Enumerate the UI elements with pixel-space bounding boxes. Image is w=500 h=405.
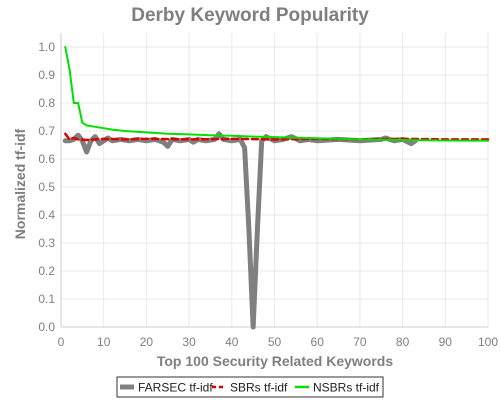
x-tick-label: 50 [268,335,282,349]
x-tick-label: 0 [58,335,65,349]
y-tick-label: 0.0 [38,320,55,334]
y-tick-label: 0.2 [38,264,55,278]
y-tick-label: 0.6 [38,152,55,166]
legend-label: NSBRs tf-idf [313,381,380,395]
legend-item-farsec: FARSEC tf-idf [120,381,213,395]
legend-label: FARSEC tf-idf [138,381,213,395]
y-tick-label: 0.5 [38,180,55,194]
grid [60,33,489,328]
farsec-series-line [62,131,418,330]
x-axis-label: Top 100 Security Related Keywords [157,353,393,369]
x-tick-label: 20 [140,335,154,349]
y-tick-label: 0.1 [38,292,55,306]
legend-item-sbrs: SBRs tf-idf [212,381,288,395]
legend-item-nsbrs: NSBRs tf-idf [295,381,380,395]
x-tick-label: 30 [182,335,196,349]
y-tick-label: 0.4 [38,208,55,222]
legend: FARSEC tf-idf SBRs tf-idf NSBRs tf-idf [116,376,384,398]
y-axis-label: Normalized tf-idf [12,128,28,239]
x-tick-label: 90 [439,335,453,349]
x-tick-label: 70 [353,335,367,349]
y-tick-label: 0.3 [38,236,55,250]
series-lines [62,46,490,330]
x-tick-label: 80 [396,335,410,349]
y-tick-label: 0.8 [38,96,55,110]
y-tick-label: 0.7 [38,124,55,138]
x-tick-label: 100 [478,335,498,349]
chart-title: Derby Keyword Popularity [131,5,369,26]
legend-box [116,376,384,398]
x-tick-label: 10 [97,335,111,349]
y-tick-label: 1.0 [38,40,55,54]
x-tick-label: 40 [225,335,239,349]
legend-label: SBRs tf-idf [230,381,288,395]
x-tick-label: 60 [311,335,325,349]
nsbrs-series-line [64,46,489,142]
y-tick-label: 0.9 [38,68,55,82]
axes: 0 10 20 30 40 50 60 70 80 90 100 0.0 0.1 0.2 0.3 0.4 0.5… [38,33,498,349]
